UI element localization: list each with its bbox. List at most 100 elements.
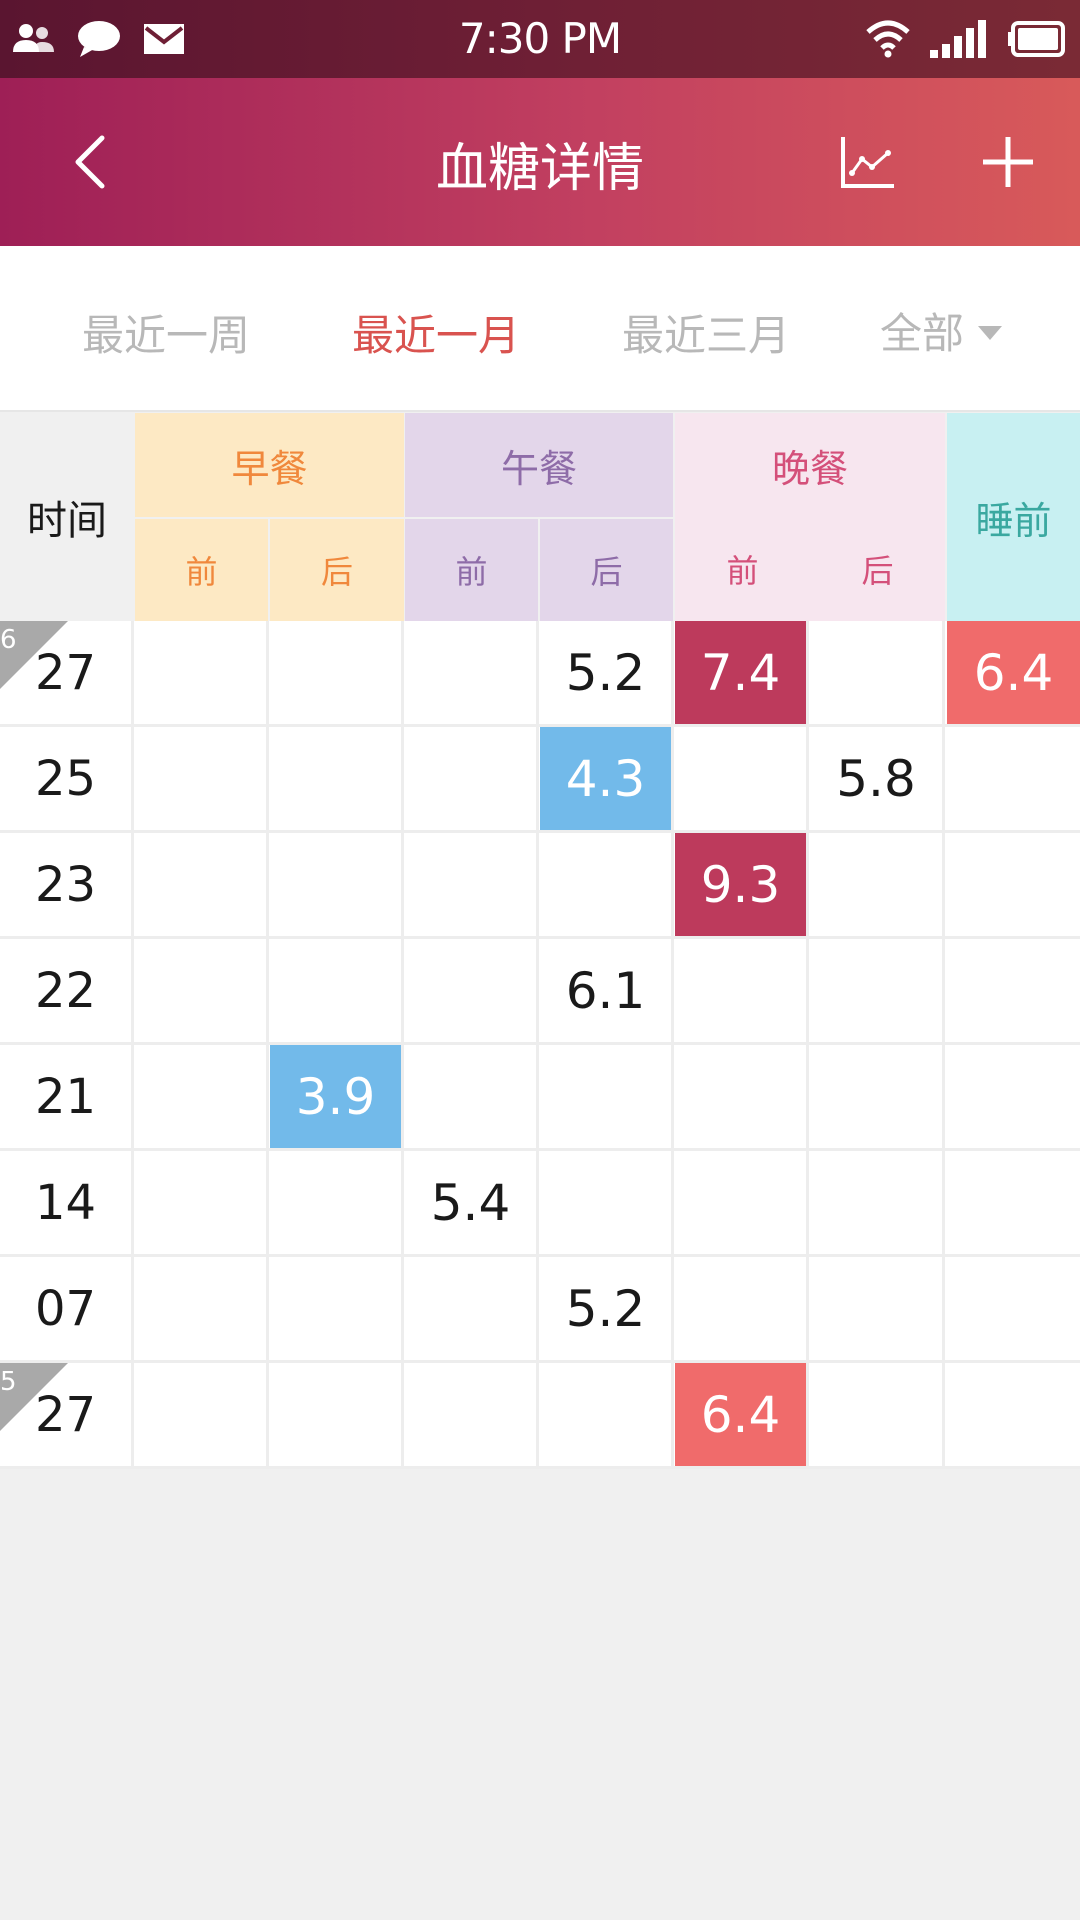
lunch-before-reading-cell[interactable] [405,1257,539,1360]
breakfast-before-reading-cell[interactable] [135,621,269,724]
lunch-before-reading-cell[interactable] [405,939,539,1042]
dinner-before-reading-cell[interactable] [675,1151,809,1254]
status-time: 7:30 PM [458,14,622,63]
dinner-before-reading-cell[interactable] [675,1045,809,1148]
bedtime-reading-cell[interactable] [947,727,1080,830]
lunch-after-reading-cell[interactable] [540,1151,674,1254]
notification-icons [12,18,186,60]
breakfast-before-reading-cell[interactable] [135,1151,269,1254]
breakfast-before-reading-cell[interactable] [135,1045,269,1148]
table-header: 时间 早餐 前 后 午餐 前 后 晚餐 前 后 睡前 [0,413,1080,621]
lunch-before-reading-cell[interactable] [405,1363,539,1466]
bedtime-reading-cell[interactable] [947,939,1080,1042]
table-row[interactable]: 27 5 6.4 [0,1363,1080,1469]
dinner-after-reading-cell[interactable] [810,1257,945,1360]
bedtime-header: 睡前 [947,413,1080,621]
dinner-before-reading-cell[interactable]: 6.4 [675,1363,809,1466]
tab-all[interactable]: 全部 [880,302,1003,358]
bedtime-reading-cell[interactable] [947,1363,1080,1466]
app-header: 血糖详情 [0,78,1080,246]
chart-view-button[interactable] [828,120,908,204]
wifi-icon [866,20,910,58]
bedtime-reading-cell[interactable] [947,1257,1080,1360]
lunch-before-reading-cell[interactable] [405,1045,539,1148]
dinner-header: 晚餐 [675,413,945,517]
lunch-before-reading-cell[interactable] [405,727,539,830]
dinner-before-reading-cell[interactable]: 9.3 [675,833,809,936]
bedtime-reading-cell[interactable] [947,833,1080,936]
table-row[interactable]: 21 3.9 [0,1045,1080,1151]
lunch-after-reading-cell[interactable] [540,1045,674,1148]
mail-icon [144,24,184,54]
lunch-after-reading-cell[interactable]: 5.2 [540,1257,674,1360]
bedtime-reading-cell[interactable] [947,1045,1080,1148]
breakfast-after-reading-cell[interactable] [270,1257,404,1360]
dinner-after-reading-cell[interactable] [810,1363,945,1466]
breakfast-after-reading-cell[interactable] [270,727,404,830]
bedtime-reading-cell[interactable] [947,1151,1080,1254]
date-cell: 27 [0,1363,134,1466]
add-record-button[interactable] [968,120,1048,204]
date-cell: 21 [0,1045,134,1148]
dinner-after-reading-cell[interactable] [810,833,945,936]
dinner-after-reading-cell[interactable] [810,621,945,724]
breakfast-after-reading-cell[interactable] [270,1151,404,1254]
table-row[interactable]: 07 5.2 [0,1257,1080,1363]
chat-bubble-icon [78,21,120,57]
line-chart-icon [841,137,894,188]
lunch-before-header: 前 [405,519,538,621]
table-row[interactable]: 22 6.1 [0,939,1080,1045]
signal-icon [930,20,986,58]
dinner-after-reading-cell[interactable] [810,939,945,1042]
breakfast-before-reading-cell[interactable] [135,1363,269,1466]
tab-last-month[interactable]: 最近一月 [352,311,521,360]
bedtime-reading-cell[interactable]: 6.4 [947,621,1080,724]
breakfast-after-reading-cell[interactable] [270,939,404,1042]
lunch-after-reading-cell[interactable] [540,833,674,936]
breakfast-before-reading-cell[interactable] [135,727,269,830]
breakfast-after-reading-cell[interactable] [270,621,404,724]
breakfast-after-reading-cell[interactable] [270,833,404,936]
dinner-before-reading-cell[interactable] [675,1257,809,1360]
table-row[interactable]: 25 4.3 5.8 [0,727,1080,833]
dinner-before-reading-cell[interactable] [675,727,809,830]
lunch-before-reading-cell[interactable]: 5.4 [405,1151,539,1254]
table-row[interactable]: 27 6 5.2 7.4 6.4 [0,621,1080,727]
lunch-after-reading-cell[interactable]: 6.1 [540,939,674,1042]
breakfast-before-reading-cell[interactable] [135,939,269,1042]
breakfast-after-reading-cell[interactable]: 3.9 [270,1045,404,1148]
system-icons [866,16,1066,62]
dinner-after-header: 后 [810,517,945,621]
dinner-before-reading-cell[interactable]: 7.4 [675,621,809,724]
dropdown-caret-icon [978,326,1003,340]
tab-last-week[interactable]: 最近一周 [82,311,251,360]
lunch-after-reading-cell[interactable] [540,1363,674,1466]
table-row[interactable]: 14 5.4 [0,1151,1080,1257]
back-button[interactable] [50,120,130,204]
dinner-before-header: 前 [675,517,810,621]
page-title: 血糖详情 [435,139,644,199]
date-cell: 23 [0,833,134,936]
breakfast-before-header: 前 [135,519,268,621]
month-label: 6 [0,625,17,655]
dinner-after-reading-cell[interactable] [810,1045,945,1148]
breakfast-after-reading-cell[interactable] [270,1363,404,1466]
lunch-before-reading-cell[interactable] [405,833,539,936]
breakfast-before-reading-cell[interactable] [135,1257,269,1360]
dinner-after-reading-cell[interactable] [810,1151,945,1254]
date-cell: 07 [0,1257,134,1360]
month-corner-tag: 6 [0,621,68,689]
dinner-before-reading-cell[interactable] [675,939,809,1042]
time-column-header: 时间 [0,413,134,621]
date-cell: 27 [0,621,134,724]
tab-last-three-months[interactable]: 最近三月 [622,311,791,360]
tab-all-label: 全部 [880,308,965,358]
table-row[interactable]: 23 9.3 [0,833,1080,939]
dinner-after-reading-cell[interactable]: 5.8 [810,727,945,830]
lunch-after-reading-cell[interactable]: 4.3 [540,727,674,830]
lunch-after-reading-cell[interactable]: 5.2 [540,621,674,724]
date-cell: 25 [0,727,134,830]
month-corner-tag: 5 [0,1363,68,1431]
lunch-before-reading-cell[interactable] [405,621,539,724]
breakfast-before-reading-cell[interactable] [135,833,269,936]
